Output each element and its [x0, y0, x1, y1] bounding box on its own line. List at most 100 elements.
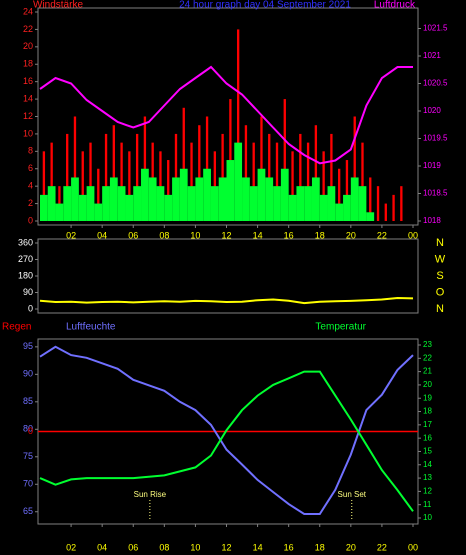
bar: [218, 177, 227, 221]
x-tick-label: 22: [377, 230, 387, 240]
bar: [104, 133, 108, 221]
y-tick-label: 0: [28, 303, 33, 313]
y2-tick-label: 1021: [423, 51, 441, 60]
y-tick-label: 16: [23, 76, 33, 86]
bar: [376, 186, 380, 221]
bar: [384, 203, 387, 221]
y2-tick-label: 1018: [423, 216, 441, 225]
bar: [343, 194, 351, 221]
y2-tick-label: 21: [423, 367, 432, 376]
bar: [350, 177, 359, 221]
bar: [369, 177, 372, 221]
direction-label: W: [435, 253, 446, 265]
x-tick-label: 08: [159, 230, 169, 240]
x-tick-label: 00: [408, 230, 418, 240]
bar: [273, 186, 281, 221]
bar: [319, 194, 328, 221]
bar: [133, 186, 142, 221]
x-tick-label: 22: [377, 542, 387, 552]
y-tick-label: 10: [23, 128, 33, 138]
bar: [353, 116, 356, 221]
x-tick-label: 04: [97, 542, 107, 552]
bar: [89, 142, 92, 221]
x-tick-label: 08: [159, 542, 169, 552]
y-tick-label: 90: [23, 287, 33, 297]
y-tick-label: 0: [28, 215, 33, 225]
bar: [213, 151, 217, 221]
y2-tick-label: 1021.5: [423, 24, 448, 33]
y2-tick-label: 13: [423, 473, 432, 482]
bar: [236, 29, 240, 221]
y2-axis-label: Luftdruck: [374, 0, 416, 11]
y-tick-label: 6: [28, 163, 33, 173]
y-tick-label: 2: [28, 198, 33, 208]
bar: [94, 203, 103, 221]
bar: [159, 151, 162, 221]
bar: [306, 142, 310, 221]
bar: [81, 151, 84, 221]
bar: [109, 177, 118, 221]
y2-tick-label: 15: [423, 447, 432, 456]
x-tick-label: 00: [408, 542, 418, 552]
bar: [314, 125, 318, 221]
bar: [249, 186, 258, 221]
x-tick-label: 14: [253, 542, 263, 552]
y2-tick-label: 20: [423, 380, 432, 389]
direction-label: N: [436, 303, 444, 315]
y2-axis-label: Temperatur: [315, 322, 366, 333]
direction-label: N: [436, 237, 444, 249]
y2-tick-label: 1020.5: [423, 79, 448, 88]
y2-tick-label: 22: [423, 353, 432, 362]
x-tick-label: 16: [284, 230, 294, 240]
bar: [112, 125, 115, 221]
bar: [311, 177, 320, 221]
bar: [40, 194, 48, 221]
y-tick-label: 70: [23, 479, 33, 489]
bar: [330, 133, 333, 221]
y-tick-label: 270: [18, 254, 33, 264]
bar: [327, 186, 336, 221]
bar: [42, 151, 46, 221]
data-line: [39, 370, 414, 512]
x-tick-label: 10: [190, 542, 200, 552]
bar: [50, 142, 53, 221]
x-tick-label: 18: [315, 230, 325, 240]
bar: [156, 186, 165, 221]
y2-tick-label: 12: [423, 486, 432, 495]
bar: [125, 194, 134, 221]
y-tick-label: 85: [23, 396, 33, 406]
y-tick-label: 12: [23, 111, 33, 121]
bar: [195, 177, 204, 221]
bar: [366, 212, 375, 221]
y2-tick-label: 11: [423, 500, 432, 509]
direction-label: O: [436, 286, 445, 298]
bar: [244, 125, 248, 221]
bar: [117, 186, 126, 221]
y-tick-label: 90: [23, 369, 33, 379]
bar: [66, 133, 69, 221]
bar: [304, 186, 312, 221]
y-tick-label: 95: [23, 341, 33, 351]
y2-tick-label: 18: [423, 407, 432, 416]
bar: [242, 177, 250, 221]
bar: [190, 142, 193, 221]
y-tick-label: 80: [23, 424, 33, 434]
bar: [47, 186, 56, 221]
bar: [128, 151, 131, 221]
bar: [203, 168, 211, 221]
bar: [71, 177, 79, 221]
bar: [322, 151, 325, 221]
bar: [252, 142, 255, 221]
bar: [234, 142, 243, 221]
y2-tick-label: 1018.5: [423, 189, 448, 198]
y2-tick-label: 19: [423, 393, 432, 402]
bar: [335, 203, 344, 221]
y-tick-label: 360: [18, 237, 33, 247]
y2-tick-label: 1020: [423, 106, 441, 115]
data-line: [39, 345, 414, 515]
bar: [400, 186, 403, 221]
bar: [167, 160, 170, 221]
y-tick-label: 14: [23, 93, 33, 103]
regen-label: Regen: [2, 322, 31, 333]
